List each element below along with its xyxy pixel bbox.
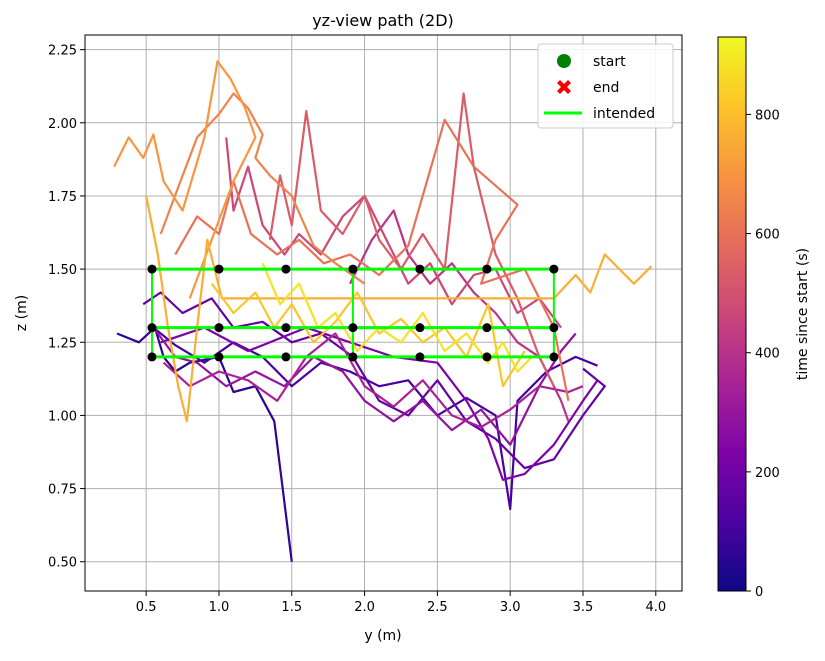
colorbar-tick-label: 400 [755, 347, 780, 362]
waypoint-marker [214, 323, 224, 333]
trajectory-segment [152, 326, 598, 511]
y-axis-label: z (m) [14, 295, 30, 331]
x-tick-label: 1.5 [281, 600, 302, 615]
intended-path [150, 267, 555, 359]
y-tick-label: 1.25 [48, 336, 77, 351]
legend-start-marker [557, 54, 571, 68]
colorbar-tick-label: 200 [755, 466, 780, 481]
colorbar-tick-label: 0 [755, 585, 763, 600]
legend-end-marker [557, 80, 571, 94]
x-axis-ticks: 0.5 1.0 1.5 2.0 2.5 3.0 3.5 4.0 [136, 591, 666, 615]
y-tick-label: 1.50 [48, 263, 77, 278]
colorbar-ticks: 0 200 400 600 800 [746, 108, 780, 600]
y-tick-label: 2.25 [48, 44, 77, 59]
waypoint-marker [415, 323, 425, 333]
trajectory-segment [145, 195, 653, 423]
y-tick-label: 2.00 [48, 117, 77, 132]
colorbar: 0 200 400 600 800 time since start (s) [717, 36, 811, 600]
x-tick-label: 4.0 [645, 600, 666, 615]
waypoint-marker [415, 264, 425, 274]
y-tick-label: 1.00 [48, 409, 77, 424]
x-axis-label: y (m) [364, 628, 401, 644]
colorbar-tick-label: 600 [755, 228, 780, 243]
waypoint-marker [147, 352, 157, 362]
trajectory-segment [159, 92, 366, 285]
legend-intended-label: intended [593, 106, 655, 122]
waypoint-marker [348, 264, 358, 274]
waypoint-marker [348, 323, 358, 333]
x-tick-label: 3.0 [500, 600, 521, 615]
y-tick-label: 1.75 [48, 190, 77, 205]
trajectory-paths [113, 60, 653, 562]
trajectory-segment [113, 60, 257, 299]
colorbar-label: time since start (s) [795, 248, 811, 380]
waypoint-marker [482, 264, 492, 274]
trajectory-segment [162, 332, 584, 429]
waypoint-marker [415, 352, 425, 362]
waypoint-marker [281, 264, 291, 274]
x-tick-label: 2.0 [354, 600, 375, 615]
colorbar-gradient [717, 36, 747, 592]
waypoint-marker [348, 352, 358, 362]
x-tick-label: 2.5 [427, 600, 448, 615]
legend-start-label: start [593, 54, 626, 70]
legend-end-label: end [593, 80, 619, 96]
x-tick-label: 3.5 [573, 600, 594, 615]
trajectory-segment [261, 262, 533, 373]
legend: start end intended [537, 43, 674, 129]
trajectory-segment [116, 326, 293, 562]
waypoint-marker [549, 323, 559, 333]
waypoint-marker [482, 323, 492, 333]
trajectory-segment [160, 326, 599, 481]
trajectory-segment [225, 137, 562, 329]
chart-title: yz-view path (2D) [312, 11, 454, 30]
y-tick-label: 0.75 [48, 483, 77, 498]
waypoint-marker [549, 264, 559, 274]
trajectory-segment [152, 326, 577, 446]
waypoint-marker [281, 352, 291, 362]
trajectory-segment [142, 291, 606, 470]
waypoint-marker [214, 352, 224, 362]
trajectory-segment [210, 283, 526, 388]
x-tick-label: 0.5 [136, 600, 157, 615]
y-axis-ticks: 0.50 0.75 1.00 1.25 1.50 1.75 2.00 2.25 [48, 44, 85, 571]
waypoint-marker [214, 264, 224, 274]
colorbar-tick-label: 800 [755, 108, 780, 123]
waypoint-marker [482, 352, 492, 362]
plot-frame [84, 34, 683, 592]
waypoint-marker [147, 323, 157, 333]
waypoints [147, 264, 559, 362]
y-tick-label: 0.50 [48, 556, 77, 571]
trajectory-segment [174, 118, 570, 402]
waypoint-marker [147, 264, 157, 274]
waypoint-marker [281, 323, 291, 333]
legend-box [537, 43, 674, 129]
x-tick-label: 1.0 [209, 600, 230, 615]
waypoint-marker [549, 352, 559, 362]
